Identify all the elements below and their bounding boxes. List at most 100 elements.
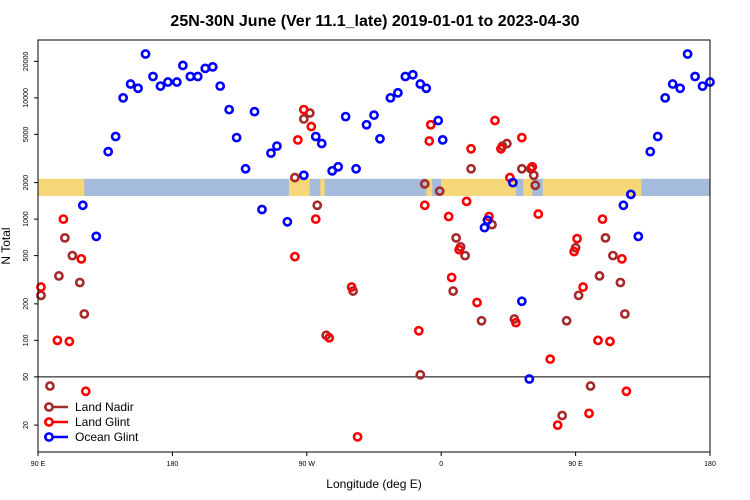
data-point xyxy=(266,148,276,159)
data-point xyxy=(597,214,608,225)
data-point xyxy=(312,200,323,211)
data-point xyxy=(561,315,572,326)
data-point xyxy=(289,251,300,262)
y-axis-label: N Total xyxy=(0,227,13,264)
coverage-band xyxy=(38,178,711,197)
data-point xyxy=(516,296,527,307)
data-point xyxy=(533,209,544,219)
data-point xyxy=(77,200,88,211)
data-point xyxy=(45,381,55,391)
data-point xyxy=(594,271,605,281)
data-point xyxy=(54,271,64,281)
legend-item: Land Glint xyxy=(44,415,130,429)
data-point xyxy=(419,200,430,211)
chart-title: 25N-30N June (Ver 11.1_late) 2019-01-01 … xyxy=(170,13,579,30)
data-point xyxy=(192,71,203,82)
data-point xyxy=(448,286,459,296)
data-point xyxy=(351,163,361,174)
legend-swatch-marker xyxy=(44,417,54,427)
data-point xyxy=(451,232,462,243)
data-point xyxy=(272,141,282,152)
data-point xyxy=(207,61,218,72)
data-point xyxy=(625,189,636,200)
data-point xyxy=(466,143,476,154)
data-point xyxy=(608,250,618,261)
data-point xyxy=(446,272,457,283)
data-point xyxy=(346,282,357,292)
band-segment-ocean xyxy=(641,178,711,197)
data-point xyxy=(421,83,432,94)
data-point xyxy=(52,335,63,346)
data-point xyxy=(340,111,351,122)
data-point xyxy=(460,250,470,261)
data-point xyxy=(298,114,309,124)
x-tick-label: 90 W xyxy=(299,461,316,468)
data-point xyxy=(306,121,317,132)
data-point xyxy=(682,49,693,59)
data-point xyxy=(74,277,85,288)
band-segment-land xyxy=(441,178,517,197)
data-point xyxy=(298,170,309,181)
y-tick-label: 2000 xyxy=(23,175,30,191)
data-point xyxy=(415,369,426,380)
data-point xyxy=(476,315,487,326)
legend-swatch-marker xyxy=(44,432,54,442)
y-tick-label: 200 xyxy=(23,298,30,310)
y-tick-label: 5000 xyxy=(23,126,30,142)
data-point xyxy=(155,81,166,92)
data-point xyxy=(59,232,70,243)
data-point xyxy=(361,119,372,130)
data-point xyxy=(584,408,594,419)
data-point xyxy=(690,71,700,82)
data-point xyxy=(333,161,344,172)
data-point xyxy=(569,246,580,257)
data-point xyxy=(516,132,527,143)
data-point xyxy=(572,233,582,244)
band-segment-land xyxy=(38,178,85,197)
y-tick-label: 500 xyxy=(23,250,30,262)
data-point xyxy=(675,83,686,94)
data-point xyxy=(524,374,535,384)
data-point xyxy=(385,92,396,103)
data-point xyxy=(593,335,603,346)
data-point xyxy=(482,215,493,226)
x-tick-label: 180 xyxy=(167,461,179,468)
data-point xyxy=(466,163,476,174)
data-point xyxy=(530,180,541,191)
data-point xyxy=(645,146,656,157)
x-tick-label: 90 E xyxy=(568,461,583,468)
data-point xyxy=(200,63,211,74)
data-point xyxy=(434,186,445,197)
data-point xyxy=(375,133,385,144)
data-point xyxy=(454,244,465,255)
data-point xyxy=(419,179,430,189)
data-point xyxy=(171,77,182,87)
data-point xyxy=(496,143,506,154)
legend-swatch-marker xyxy=(44,402,54,412)
band-segment-land xyxy=(542,178,642,197)
x-tick-label: 90 E xyxy=(31,461,46,468)
data-point xyxy=(573,290,584,301)
data-point xyxy=(443,211,454,222)
data-point xyxy=(667,79,678,89)
series-ocean-glint xyxy=(77,49,715,384)
x-axis-label: Longitude (deg E) xyxy=(326,477,421,491)
y-tick-label: 100 xyxy=(23,334,30,346)
series-land-glint xyxy=(36,104,632,442)
data-point xyxy=(58,214,69,225)
data-point xyxy=(600,232,611,243)
data-point xyxy=(461,196,472,207)
data-point xyxy=(618,200,629,211)
data-point xyxy=(103,146,114,157)
axis-ticks: 90 E 180 90 W 0 90 E 180 20 50 100 200 500 1000 2000… xyxy=(23,52,716,468)
data-point xyxy=(324,332,335,343)
data-point xyxy=(91,231,102,242)
series-land-nadir xyxy=(36,108,630,421)
data-point xyxy=(110,131,121,142)
data-point xyxy=(298,104,309,115)
data-point xyxy=(310,131,321,142)
data-point xyxy=(125,79,136,89)
data-point xyxy=(407,69,418,80)
data-point xyxy=(433,115,444,126)
